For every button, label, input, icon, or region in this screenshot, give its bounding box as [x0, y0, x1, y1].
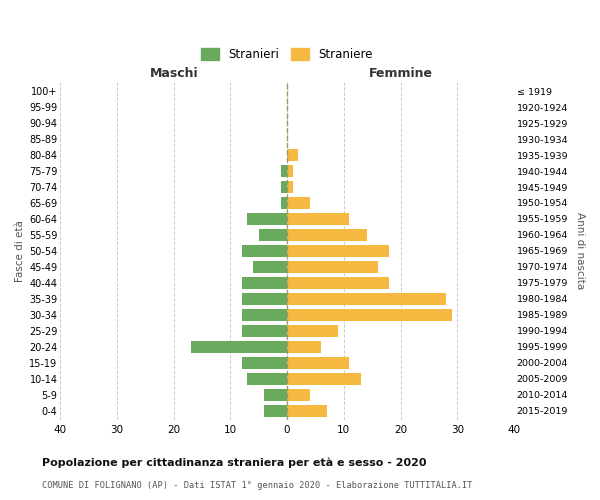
Bar — [265, 388, 287, 400]
Bar — [287, 181, 293, 193]
Bar — [247, 213, 287, 225]
Text: Maschi: Maschi — [149, 67, 198, 80]
Bar — [287, 372, 361, 384]
Bar — [287, 293, 446, 305]
Bar — [259, 229, 287, 241]
Bar — [281, 181, 287, 193]
Bar — [287, 388, 310, 400]
Legend: Stranieri, Straniere: Stranieri, Straniere — [197, 44, 377, 66]
Bar — [287, 356, 349, 368]
Bar — [287, 277, 389, 289]
Bar — [281, 197, 287, 209]
Bar — [287, 309, 452, 320]
Bar — [247, 372, 287, 384]
Bar — [287, 165, 293, 177]
Text: Popolazione per cittadinanza straniera per età e sesso - 2020: Popolazione per cittadinanza straniera p… — [42, 458, 427, 468]
Bar — [281, 165, 287, 177]
Bar — [287, 404, 327, 416]
Bar — [242, 277, 287, 289]
Bar — [287, 245, 389, 257]
Bar — [242, 293, 287, 305]
Y-axis label: Fasce di età: Fasce di età — [15, 220, 25, 282]
Bar — [287, 324, 338, 336]
Bar — [242, 356, 287, 368]
Bar — [191, 340, 287, 352]
Bar — [242, 324, 287, 336]
Bar — [253, 261, 287, 273]
Bar — [287, 213, 349, 225]
Bar — [287, 149, 298, 161]
Bar — [242, 245, 287, 257]
Y-axis label: Anni di nascita: Anni di nascita — [575, 212, 585, 290]
Bar — [287, 340, 321, 352]
Bar — [287, 261, 378, 273]
Bar — [265, 404, 287, 416]
Bar — [242, 309, 287, 320]
Bar — [287, 197, 310, 209]
Text: Femmine: Femmine — [368, 67, 433, 80]
Text: COMUNE DI FOLIGNANO (AP) - Dati ISTAT 1° gennaio 2020 - Elaborazione TUTTITALIA.: COMUNE DI FOLIGNANO (AP) - Dati ISTAT 1°… — [42, 481, 473, 490]
Bar — [287, 229, 367, 241]
